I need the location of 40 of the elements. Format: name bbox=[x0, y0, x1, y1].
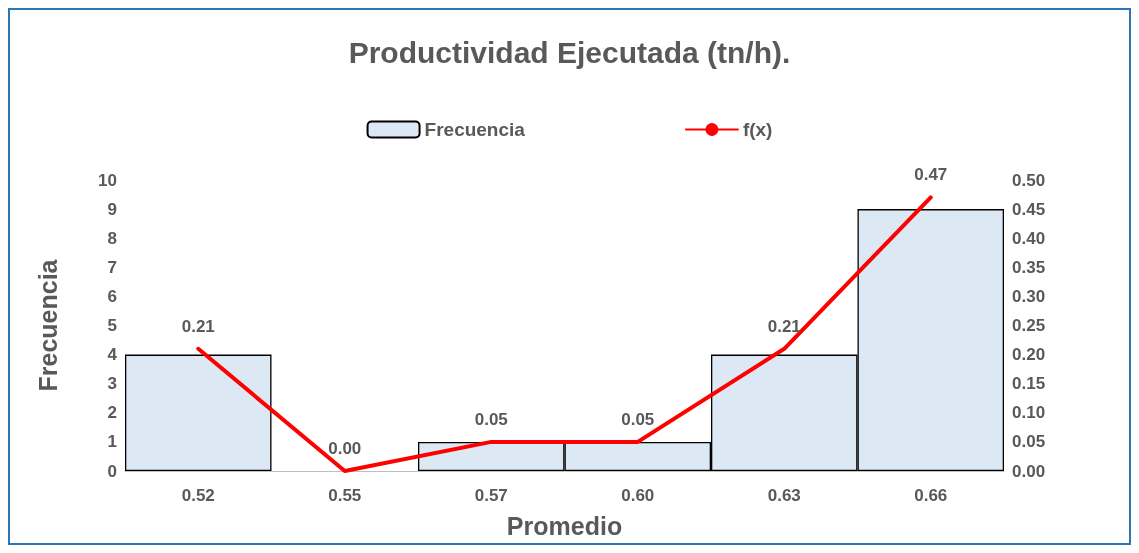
chart-title: Productividad Ejecutada (tn/h). bbox=[348, 35, 791, 69]
y-tick-label: 1 bbox=[107, 432, 117, 452]
x-tick-label: 0.52 bbox=[181, 486, 215, 505]
y-tick-label: 3 bbox=[107, 374, 117, 394]
data-label: 0.00 bbox=[328, 439, 362, 458]
x-tick-label: 0.60 bbox=[621, 486, 655, 505]
x-tick-label: 0.66 bbox=[914, 486, 948, 505]
x-axis-title: Promedio bbox=[506, 511, 623, 540]
y2-tick-label: 0.40 bbox=[1012, 228, 1046, 248]
y-tick-label: 8 bbox=[107, 228, 117, 248]
y2-tick-label: 0.30 bbox=[1012, 286, 1046, 306]
y-tick-label: 7 bbox=[107, 257, 117, 277]
y-tick-label: 6 bbox=[107, 286, 117, 306]
y-tick-label: 2 bbox=[107, 403, 117, 423]
y2-tick-label: 0.35 bbox=[1012, 257, 1046, 277]
x-tick-label: 0.57 bbox=[474, 486, 508, 505]
y-tick-label: 5 bbox=[107, 316, 117, 335]
legend-label: Frecuencia bbox=[424, 119, 526, 140]
y2-tick-label: 0.45 bbox=[1012, 199, 1046, 219]
data-label: 0.05 bbox=[621, 409, 655, 429]
y2-tick-label: 0.50 bbox=[1012, 170, 1046, 190]
y2-tick-label: 0.25 bbox=[1012, 316, 1046, 335]
y-tick-label: 0 bbox=[107, 461, 117, 481]
y-tick-label: 9 bbox=[107, 199, 117, 219]
data-label: 0.21 bbox=[767, 316, 801, 336]
y2-tick-label: 0.20 bbox=[1012, 345, 1046, 365]
y2-tick-label: 0.00 bbox=[1012, 461, 1046, 481]
y2-tick-label: 0.15 bbox=[1012, 374, 1046, 394]
y-axis-title: Frecuencia bbox=[33, 258, 62, 392]
data-label: 0.47 bbox=[914, 165, 948, 185]
y2-tick-label: 0.05 bbox=[1012, 432, 1046, 452]
x-tick-label: 0.63 bbox=[767, 486, 801, 505]
x-tick-label: 0.55 bbox=[328, 486, 362, 505]
y2-tick-label: 0.10 bbox=[1012, 403, 1046, 423]
y-tick-label: 10 bbox=[98, 170, 117, 190]
data-label: 0.21 bbox=[181, 316, 215, 336]
bar bbox=[125, 354, 272, 471]
legend-label: f(x) bbox=[742, 119, 773, 140]
data-label: 0.05 bbox=[474, 409, 508, 429]
y-tick-label: 4 bbox=[107, 345, 118, 365]
